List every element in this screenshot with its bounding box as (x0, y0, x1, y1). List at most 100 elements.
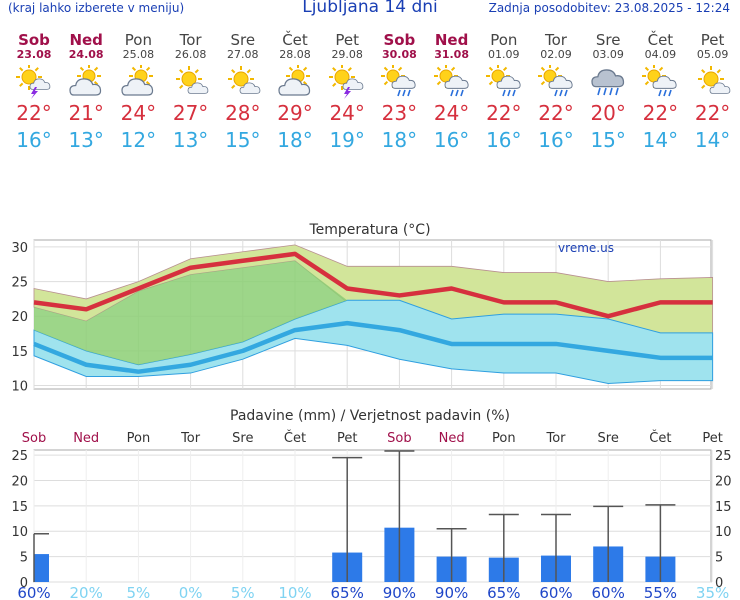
precip-probability: 35% (696, 584, 729, 600)
precip-x-label: Pet (337, 431, 357, 446)
precip-y-tick-left: 20 (11, 474, 28, 489)
temp-min: 14° (642, 128, 679, 152)
page-title: Ljubljana 14 dni (302, 0, 438, 17)
temp-min: 18° (381, 128, 418, 152)
precip-x-label: Čet (284, 430, 306, 446)
forecast-day: Sre 03.09 20° 15° (582, 32, 634, 153)
day-date: 04.09 (644, 48, 677, 61)
temp-max: 22° (16, 101, 52, 125)
temp-max: 22° (642, 101, 679, 125)
temp-max: 27° (172, 101, 209, 125)
precip-x-label: Pet (702, 431, 722, 446)
temp-min: 16° (486, 128, 522, 152)
day-name: Sre (230, 31, 256, 49)
forecast-day: Ned 31.08 24° 16° (426, 32, 478, 153)
max-temp-line (33, 251, 713, 319)
temp-min: 19° (329, 128, 365, 152)
sun-cloud-rain-icon (426, 65, 478, 99)
day-date: 03.09 (592, 48, 624, 61)
day-name: Sob (18, 31, 50, 49)
day-date: 27.08 (227, 48, 259, 61)
temp-min: 15° (590, 128, 626, 152)
temp-min: 15° (225, 128, 261, 152)
precip-probability: 60% (17, 584, 50, 600)
sun-cloud-rain-icon (634, 65, 686, 99)
precip-y-tick-left: 15 (11, 500, 28, 515)
day-date: 29.08 (331, 48, 363, 61)
precip-x-label: Pon (492, 431, 516, 446)
forecast-day: Ned 24.08 21° 13° (60, 32, 112, 153)
forecast-day: Pet 05.09 22° 14° (687, 32, 739, 153)
temp-max: 23° (381, 101, 418, 125)
precip-y-tick-right: 25 (715, 449, 732, 464)
day-name: Čet (647, 31, 674, 49)
temp-max: 22° (486, 101, 522, 125)
precip-bar (34, 554, 49, 582)
temp-max: 21° (68, 101, 104, 125)
precip-probability: 5% (231, 584, 255, 600)
sun-cloud-icon (269, 65, 321, 99)
day-date: 23.08 (16, 48, 52, 61)
header: (kraj lahko izberete v meniju) Ljubljana… (0, 0, 740, 20)
forecast-day: Sre 27.08 28° 15° (217, 32, 269, 153)
sun-cloud-rain-icon (478, 65, 530, 99)
day-date: 24.08 (68, 48, 104, 61)
temp-min: 16° (538, 128, 574, 152)
precip-probability: 5% (127, 584, 151, 600)
precip-x-label: Čet (649, 430, 671, 446)
temp-min: 14° (694, 128, 731, 152)
temp-y-tick: 20 (11, 310, 28, 325)
forecast-strip: Sob 23.08 22° 16° Ned 24.08 21° 13° Pon 25.08 2… (0, 32, 740, 182)
temp-min: 12° (120, 128, 157, 152)
temp-min: 13° (68, 128, 104, 152)
day-name: Ned (69, 31, 103, 49)
precip-probability: 65% (487, 584, 520, 600)
temp-band-overlap (34, 260, 713, 365)
forecast-day: Sob 30.08 23° 18° (373, 32, 425, 153)
precip-y-tick-right: 10 (715, 525, 732, 540)
sun-cloud-rain-icon (373, 65, 425, 99)
precip-y-tick-left: 25 (11, 449, 28, 464)
temp-chart-title: Temperatura (°C) (308, 222, 430, 238)
precip-chart-title: Padavine (mm) / Verjetnost padavin (%) (230, 408, 510, 424)
temp-min: 18° (277, 128, 313, 152)
day-date: 26.08 (174, 48, 207, 61)
sun-cloud-icon (112, 65, 164, 99)
precip-y-tick-left: 10 (11, 525, 28, 540)
temp-min: 13° (172, 128, 209, 152)
precip-x-label: Ned (439, 431, 465, 446)
precip-x-label: Tor (180, 431, 201, 446)
day-date: 01.09 (488, 48, 520, 61)
temp-min: 16° (16, 128, 52, 152)
min-temp-line (33, 320, 713, 374)
forecast-day: Pon 25.08 24° 12° (112, 32, 164, 153)
temp-max: 22° (538, 101, 574, 125)
sun-cloud-icon (60, 65, 112, 99)
day-date: 31.08 (434, 48, 469, 61)
day-name: Pon (490, 31, 518, 49)
precip-x-label: Sre (598, 431, 619, 446)
precip-probability: 55% (644, 584, 677, 600)
precip-probability: 60% (592, 584, 625, 600)
precip-y-tick-left: 5 (20, 551, 28, 566)
precip-y-tick-right: 15 (715, 500, 732, 515)
temp-y-tick: 15 (11, 345, 28, 360)
temp-max: 24° (120, 101, 157, 125)
sun-cloud-storm-icon (321, 65, 373, 99)
temp-y-tick: 30 (11, 241, 28, 256)
temp-max: 24° (329, 101, 365, 125)
day-date: 02.09 (540, 48, 572, 61)
precip-probability: 65% (331, 584, 364, 600)
temp-max: 24° (433, 101, 470, 125)
forecast-day: Tor 26.08 27° 13° (165, 32, 217, 153)
day-name: Pet (700, 31, 725, 49)
forecast-day: Čet 04.09 22° 14° (634, 32, 686, 153)
day-name: Sre (595, 31, 621, 49)
precip-y-tick-right: 5 (715, 551, 723, 566)
temp-max: 22° (694, 101, 731, 125)
precip-x-label: Pon (127, 431, 151, 446)
precip-x-label: Tor (545, 431, 566, 446)
menu-hint[interactable]: (kraj lahko izberete v meniju) (8, 1, 185, 15)
day-name: Pon (124, 31, 152, 49)
